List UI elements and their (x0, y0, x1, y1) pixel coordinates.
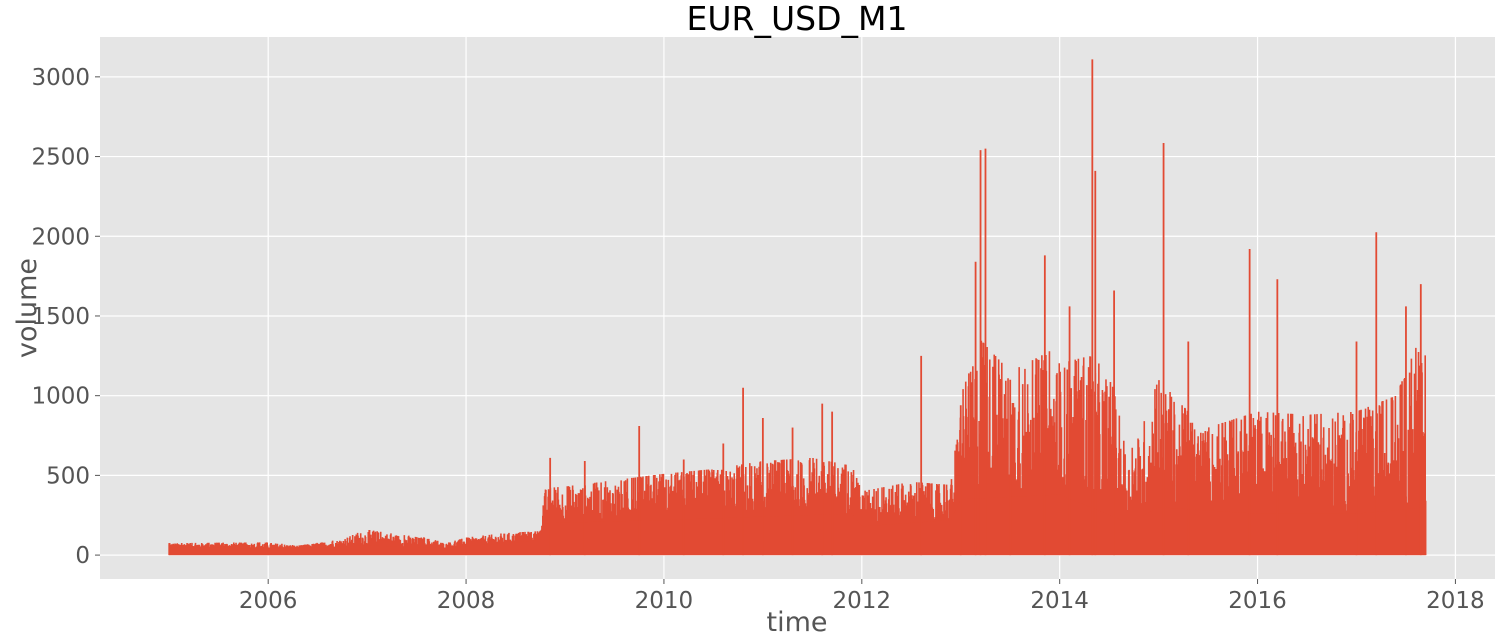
y-axis-ticks: 0 500 1000 1500 2000 2500 3000 (31, 65, 100, 569)
x-tick-label: 2008 (437, 588, 496, 614)
x-axis-label: time (766, 607, 827, 638)
y-tick-label: 2500 (31, 145, 90, 171)
y-tick-label: 500 (46, 463, 90, 489)
x-tick-label: 2018 (1426, 588, 1485, 614)
x-tick-label: 2012 (833, 588, 892, 614)
y-tick-label: 2000 (31, 224, 90, 250)
volume-series (168, 59, 1427, 556)
x-tick-label: 2010 (635, 588, 694, 614)
x-axis-ticks: 2006 2008 2010 2012 2014 2016 2018 (239, 579, 1485, 614)
x-tick-label: 2016 (1228, 588, 1287, 614)
x-tick-label: 2006 (239, 588, 298, 614)
y-tick-label: 0 (75, 543, 90, 569)
x-tick-label: 2014 (1030, 588, 1089, 614)
volume-base (169, 494, 1426, 556)
y-tick-label: 3000 (31, 65, 90, 91)
y-tick-label: 1000 (31, 384, 90, 410)
chart-title: EUR_USD_M1 (687, 0, 908, 38)
y-axis-label: volume (12, 258, 43, 358)
y-tick-label: 1500 (31, 304, 90, 330)
